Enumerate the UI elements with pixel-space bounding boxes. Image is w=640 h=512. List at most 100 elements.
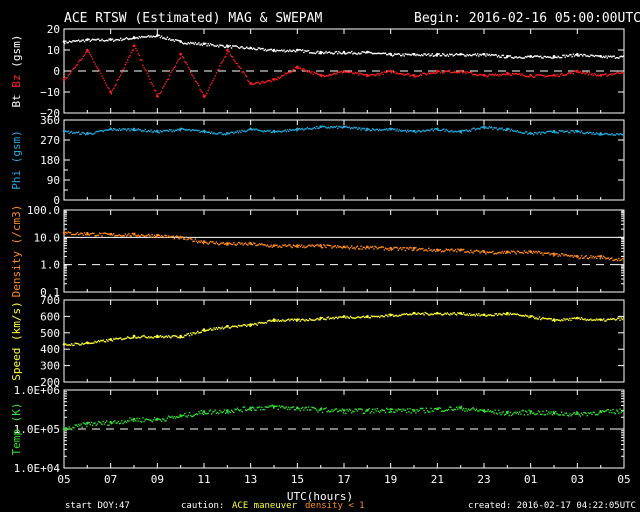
data-point-phi — [65, 130, 67, 133]
data-point-density — [74, 233, 76, 236]
data-point-bz — [423, 72, 425, 74]
data-point-density — [360, 245, 362, 248]
data-point-temp — [120, 422, 122, 424]
data-point-temp — [100, 422, 102, 424]
data-point-phi — [265, 130, 268, 133]
data-point-bz — [622, 72, 625, 74]
data-point-bt — [303, 51, 305, 54]
data-point-phi — [263, 130, 265, 132]
data-point-bz — [601, 73, 604, 76]
data-point-bt — [359, 53, 361, 55]
data-point-speed — [431, 313, 433, 316]
data-point-bt — [307, 49, 310, 52]
data-point-speed — [355, 316, 358, 319]
data-point-temp — [277, 408, 279, 411]
data-point-temp — [387, 408, 389, 411]
data-point-bz — [402, 73, 404, 75]
data-point-bz — [348, 71, 351, 74]
data-point-phi — [361, 127, 363, 130]
data-value-phi — [249, 127, 252, 131]
data-point-density — [125, 235, 128, 237]
data-point-temp — [262, 408, 264, 411]
data-point-temp — [615, 409, 618, 411]
data-point-speed — [617, 317, 619, 319]
data-point-bz — [218, 68, 220, 70]
data-point-density — [566, 255, 569, 257]
data-point-bz — [547, 75, 549, 77]
data-point-bz — [102, 77, 104, 80]
data-point-bt — [531, 56, 534, 58]
data-point-speed — [520, 314, 522, 317]
data-point-temp — [356, 410, 359, 412]
data-point-bz — [130, 51, 132, 54]
data-point-speed — [338, 316, 340, 318]
data-point-density — [387, 248, 389, 250]
data-point-speed — [516, 313, 519, 315]
data-point-temp — [201, 412, 204, 414]
data-point-bt — [353, 52, 355, 54]
data-point-temp — [422, 407, 424, 410]
data-point-temp — [316, 409, 318, 411]
data-point-temp — [304, 407, 306, 409]
data-point-temp — [474, 409, 477, 412]
data-point-temp — [307, 406, 310, 408]
data-point-density — [111, 234, 114, 236]
data-point-bt — [129, 38, 131, 40]
data-point-bz — [316, 72, 318, 74]
data-point-density — [199, 241, 201, 243]
data-point-phi — [593, 133, 596, 135]
data-point-phi — [85, 134, 87, 136]
data-value-speed — [576, 316, 579, 320]
data-point-density — [478, 250, 480, 252]
data-point-phi — [94, 132, 96, 134]
data-value-density — [132, 232, 136, 236]
data-point-temp — [452, 409, 454, 412]
data-point-temp — [433, 408, 436, 410]
data-point-speed — [142, 335, 144, 337]
data-point-bt — [387, 53, 389, 56]
data-point-bt — [517, 56, 520, 59]
data-point-density — [324, 245, 326, 247]
data-point-temp — [185, 415, 187, 417]
data-point-phi — [80, 133, 82, 135]
data-value-bz — [342, 69, 346, 73]
data-point-bz — [384, 71, 387, 74]
data-point-bt — [472, 53, 474, 56]
data-point-density — [258, 243, 261, 245]
data-point-density — [548, 252, 550, 254]
data-point-temp — [453, 408, 456, 411]
data-point-density — [549, 254, 551, 256]
data-point-density — [355, 246, 358, 248]
data-point-bt — [171, 39, 173, 41]
data-point-bz — [124, 64, 127, 66]
data-point-bt — [388, 52, 390, 55]
data-point-phi — [351, 127, 353, 129]
data-point-bz — [584, 73, 586, 75]
data-point-speed — [191, 334, 193, 336]
data-point-speed — [605, 320, 607, 322]
data-value-speed — [389, 313, 392, 317]
data-point-bz — [221, 61, 223, 63]
data-point-phi — [506, 129, 508, 131]
data-point-bt — [442, 53, 444, 55]
data-point-bt — [509, 55, 512, 57]
data-point-bt — [234, 45, 236, 47]
data-point-temp — [544, 413, 547, 416]
data-point-temp — [246, 409, 248, 412]
data-point-bz — [620, 72, 622, 74]
data-point-temp — [439, 407, 442, 409]
data-point-temp — [197, 413, 199, 416]
data-point-temp — [257, 406, 260, 409]
data-point-density — [228, 242, 230, 244]
data-value-bt — [179, 40, 182, 43]
data-point-bz — [321, 74, 324, 76]
data-point-bz — [473, 73, 475, 75]
data-point-bt — [540, 55, 542, 57]
data-point-speed — [465, 314, 467, 316]
data-point-bz — [354, 71, 356, 74]
data-point-bz — [303, 68, 305, 70]
data-value-phi — [202, 129, 206, 133]
data-point-phi — [293, 129, 296, 131]
data-point-density — [440, 251, 443, 253]
data-point-temp — [561, 411, 563, 414]
